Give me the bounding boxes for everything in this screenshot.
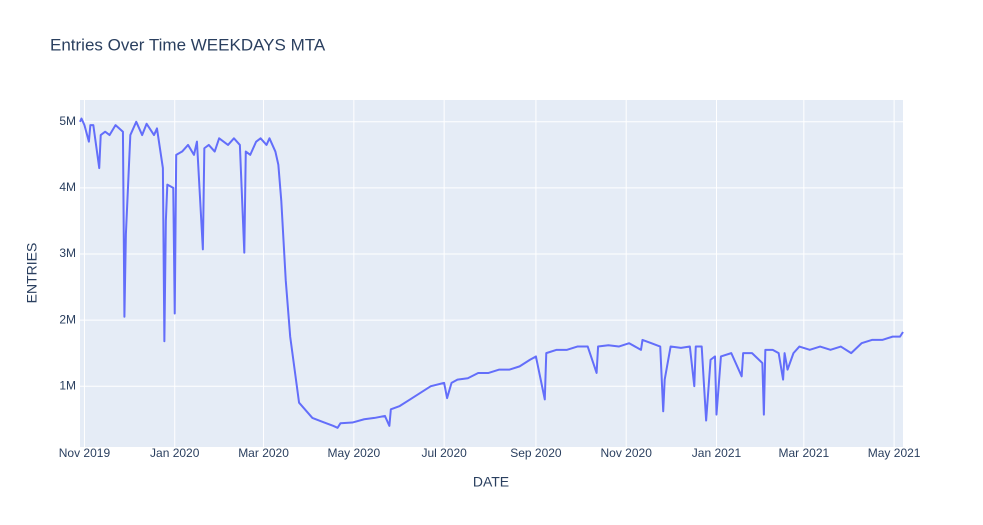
x-axis-label: DATE [473, 474, 509, 490]
y-tick-label: 1M [59, 378, 76, 392]
x-tick-label: Mar 2021 [778, 446, 829, 460]
x-tick-label: May 2020 [327, 446, 380, 460]
y-tick-label: 4M [59, 180, 76, 194]
y-tick-label: 5M [59, 114, 76, 128]
x-tick-label: Nov 2019 [59, 446, 111, 460]
x-tick-label: Jan 2020 [150, 446, 200, 460]
x-tick-label: Jan 2021 [692, 446, 742, 460]
x-tick-label: Mar 2020 [238, 446, 289, 460]
x-tick-label: May 2021 [868, 446, 921, 460]
y-axis-label: ENTRIES [24, 243, 40, 304]
x-tick-label: Jul 2020 [421, 446, 467, 460]
y-tick-label: 2M [59, 312, 76, 326]
x-tick-label: Sep 2020 [510, 446, 562, 460]
data-line [79, 117, 904, 429]
y-tick-label: 3M [59, 246, 76, 260]
x-tick-label: Nov 2020 [601, 446, 653, 460]
chart-title: Entries Over Time WEEKDAYS MTA [50, 35, 326, 54]
plot-background [80, 100, 903, 447]
